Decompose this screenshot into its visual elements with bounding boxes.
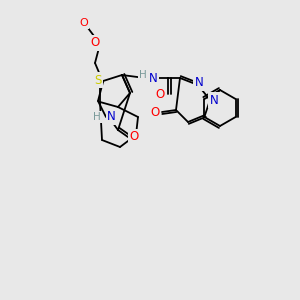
Text: O: O	[129, 130, 139, 143]
Text: O: O	[80, 18, 88, 28]
Text: O: O	[150, 106, 160, 118]
Text: S: S	[94, 74, 102, 86]
Text: N: N	[195, 76, 203, 89]
Text: N: N	[149, 71, 158, 85]
Text: H: H	[93, 112, 101, 122]
Text: H: H	[139, 70, 147, 80]
Text: O: O	[155, 88, 165, 100]
Text: N: N	[107, 110, 116, 124]
Text: N: N	[210, 94, 218, 106]
Text: O: O	[90, 37, 100, 50]
